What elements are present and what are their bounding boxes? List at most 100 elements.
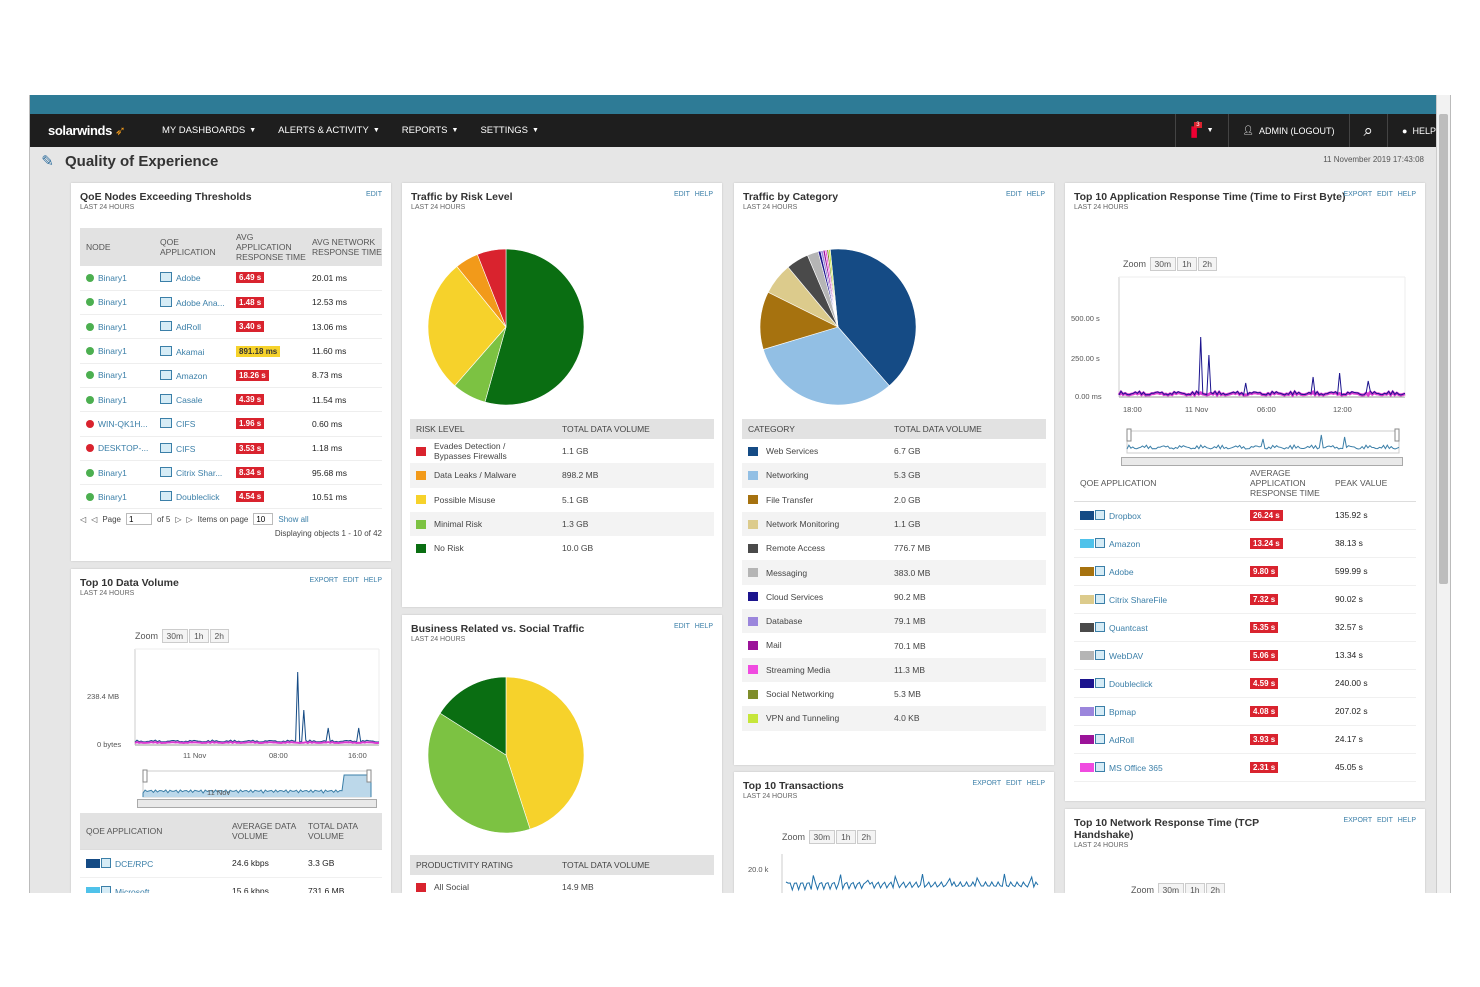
- app-link[interactable]: Amazon: [1109, 538, 1141, 549]
- legend-row[interactable]: Social Networking 5.3 MB: [742, 682, 1046, 706]
- col-app-resp[interactable]: AVG APPLICATION RESPONSE TIME: [236, 232, 306, 262]
- col-total[interactable]: TOTAL DATA VOLUME: [302, 813, 382, 850]
- table-row[interactable]: WIN-QK1H... CIFS 1.96 s 0.60 ms: [80, 411, 382, 437]
- edit-pencil-icon[interactable]: ✎: [41, 153, 54, 170]
- app-link[interactable]: Doubleclick: [176, 492, 220, 503]
- legend-row[interactable]: No Risk 10.0 GB: [410, 536, 714, 560]
- app-link[interactable]: Doubleclick: [1109, 678, 1153, 689]
- pie-slice-0[interactable]: [505, 676, 585, 830]
- legend-row[interactable]: Data Leaks / Malware 898.2 MB: [410, 463, 714, 488]
- widget-actions[interactable]: EDIT HELP: [673, 623, 713, 630]
- first-page-icon[interactable]: ◁: [80, 514, 87, 524]
- pie-slice-1[interactable]: [427, 712, 531, 834]
- items-input[interactable]: [253, 513, 274, 526]
- pie-slice-4[interactable]: [476, 248, 507, 328]
- nav-settings[interactable]: SETTINGS ▼: [480, 125, 538, 136]
- col-avg[interactable]: AVERAGE DATA VOLUME: [226, 813, 302, 850]
- pie-slice-0[interactable]: [829, 248, 917, 387]
- help-button[interactable]: ● HELP: [1388, 114, 1450, 147]
- pie-slice-11[interactable]: [828, 249, 839, 328]
- scrollbar-thumb[interactable]: [1439, 114, 1448, 584]
- table-row[interactable]: Citrix ShareFile 7.32 s 90.02 s: [1074, 585, 1416, 614]
- app-link[interactable]: Adobe: [176, 273, 201, 284]
- legend-row[interactable]: Minimal Risk 1.3 GB: [410, 511, 714, 537]
- table-row[interactable]: Quantcast 5.35 s 32.57 s: [1074, 613, 1416, 642]
- table-row[interactable]: Microsoft 15.6 kbps 731.6 MB: [80, 877, 382, 893]
- node-link[interactable]: DESKTOP-...: [98, 443, 149, 454]
- table-row[interactable]: MS Office 365 2.31 s 45.05 s: [1074, 753, 1416, 782]
- zoom-1h[interactable]: 1h: [189, 629, 209, 643]
- app-link[interactable]: Dropbox: [1109, 510, 1142, 521]
- widget-actions[interactable]: EXPORT EDIT HELP: [1343, 191, 1416, 198]
- table-row[interactable]: Binary1 Citrix Shar... 8.34 s 95.68 ms: [80, 460, 382, 486]
- pie-slice-2[interactable]: [439, 676, 507, 756]
- legend-row[interactable]: Web Services 6.7 GB: [742, 439, 1046, 463]
- prev-page-icon[interactable]: ◁: [91, 514, 98, 524]
- app-link[interactable]: Casale: [176, 395, 203, 406]
- app-link[interactable]: CIFS: [176, 419, 196, 430]
- page-input[interactable]: [126, 513, 152, 526]
- app-link[interactable]: Akamai: [176, 346, 205, 357]
- widget-actions[interactable]: EDIT HELP: [673, 191, 713, 198]
- col-volume[interactable]: TOTAL DATA VOLUME: [894, 424, 982, 434]
- user-logout-button[interactable]: 👤︎ ADMIN (LOGOUT): [1229, 114, 1349, 147]
- col-app[interactable]: QOE APPLICATION: [80, 813, 226, 850]
- app-link[interactable]: CIFS: [176, 443, 196, 454]
- last-page-icon[interactable]: ▷: [186, 514, 193, 524]
- legend-row[interactable]: VPN and Tunneling 4.0 KB: [742, 706, 1046, 731]
- legend-row[interactable]: Messaging 383.0 MB: [742, 560, 1046, 585]
- app-link[interactable]: AdRoll: [1109, 734, 1135, 745]
- col-risk[interactable]: RISK LEVEL: [416, 424, 465, 434]
- table-row[interactable]: Binary1 Casale 4.39 s 11.54 ms: [80, 387, 382, 413]
- col-rating[interactable]: PRODUCTIVITY RATING: [416, 860, 513, 870]
- app-link[interactable]: Quantcast: [1109, 622, 1148, 633]
- app-link[interactable]: Amazon: [176, 370, 208, 381]
- node-link[interactable]: Binary1: [98, 346, 127, 357]
- col-net-resp[interactable]: AVG NETWORK RESPONSE TIME: [312, 237, 382, 257]
- legend-row[interactable]: Possible Misuse 5.1 GB: [410, 488, 714, 512]
- col-peak[interactable]: PEAK VALUE: [1329, 465, 1416, 502]
- zoom-30m[interactable]: 30m: [161, 629, 189, 643]
- widget-actions[interactable]: EXPORT EDIT HELP: [972, 780, 1045, 787]
- node-link[interactable]: Binary1: [98, 370, 127, 381]
- chart-scrollbar[interactable]: [137, 799, 377, 808]
- node-link[interactable]: Binary1: [98, 272, 127, 283]
- col-volume[interactable]: TOTAL DATA VOLUME: [562, 860, 650, 870]
- legend-row[interactable]: Database 79.1 MB: [742, 609, 1046, 634]
- table-row[interactable]: Binary1 Doubleclick 4.54 s 10.51 ms: [80, 484, 382, 510]
- app-link[interactable]: AdRoll: [176, 322, 202, 333]
- table-row[interactable]: Binary1 AdRoll 3.40 s 13.06 ms: [80, 314, 382, 340]
- table-row[interactable]: Bpmap 4.08 s 207.02 s: [1074, 697, 1416, 726]
- app-link[interactable]: Citrix ShareFile: [1109, 594, 1168, 605]
- col-category[interactable]: CATEGORY: [748, 424, 795, 434]
- table-row[interactable]: Amazon 13.24 s 38.13 s: [1074, 529, 1416, 558]
- alerts-button[interactable]: ▮ 3 ▼: [1176, 114, 1228, 147]
- node-link[interactable]: WIN-QK1H...: [98, 418, 148, 429]
- show-all-link[interactable]: Show all: [278, 514, 309, 524]
- zoom-1h[interactable]: 1h: [1185, 883, 1205, 893]
- legend-row[interactable]: Evades Detection / Bypasses Firewalls 1.1…: [410, 439, 714, 463]
- widget-actions[interactable]: EDIT HELP: [1005, 191, 1045, 198]
- table-row[interactable]: WebDAV 5.06 s 13.34 s: [1074, 641, 1416, 670]
- legend-row[interactable]: Cloud Services 90.2 MB: [742, 585, 1046, 609]
- node-link[interactable]: Binary1: [98, 394, 127, 405]
- app-link[interactable]: Bpmap: [1109, 706, 1136, 717]
- zoom-2h[interactable]: 2h: [1197, 257, 1218, 271]
- pie-slice-1[interactable]: [762, 326, 890, 406]
- app-link[interactable]: Adobe: [1109, 566, 1134, 577]
- node-link[interactable]: Binary1: [98, 467, 127, 478]
- pie-slice-2[interactable]: [427, 266, 507, 387]
- legend-row[interactable]: File Transfer 2.0 GB: [742, 488, 1046, 512]
- app-link[interactable]: WebDAV: [1109, 650, 1144, 661]
- table-row[interactable]: DCE/RPC 24.6 kbps 3.3 GB: [80, 849, 382, 878]
- page-scrollbar[interactable]: [1436, 95, 1450, 893]
- chart-scrollbar[interactable]: [1121, 457, 1403, 466]
- node-link[interactable]: Binary1: [98, 321, 127, 332]
- app-link[interactable]: DCE/RPC: [115, 858, 154, 869]
- zoom-2h[interactable]: 2h: [856, 830, 877, 844]
- table-row[interactable]: Binary1 Amazon 18.26 s 8.73 ms: [80, 363, 382, 388]
- solarwinds-logo[interactable]: solarwinds ➶: [30, 123, 140, 139]
- legend-row[interactable]: Remote Access 776.7 MB: [742, 536, 1046, 560]
- table-row[interactable]: Binary1 Adobe 6.49 s 20.01 ms: [80, 266, 382, 291]
- table-row[interactable]: Adobe 9.80 s 599.99 s: [1074, 557, 1416, 586]
